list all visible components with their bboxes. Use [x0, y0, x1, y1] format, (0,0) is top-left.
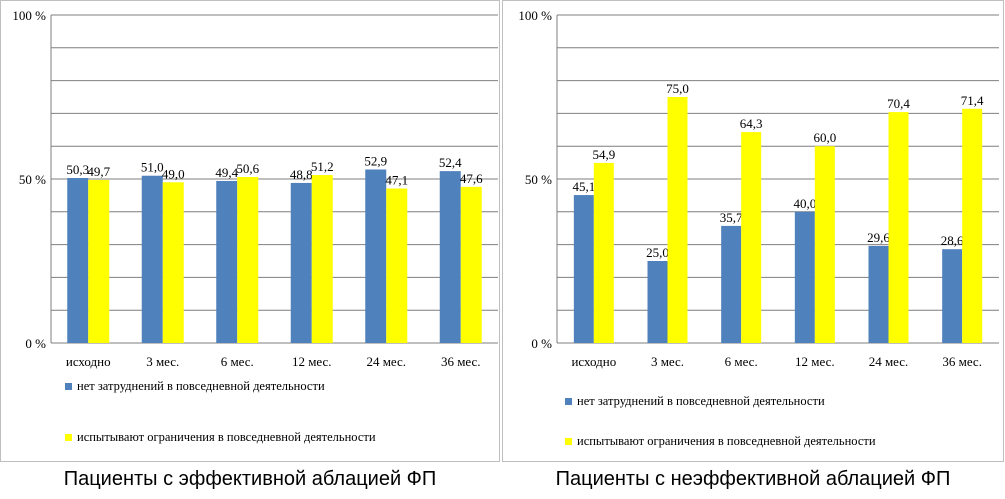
- x-tick-label: 36 мес.: [942, 354, 982, 369]
- x-tick-label: 36 мес.: [441, 354, 481, 369]
- data-label: 54,9: [592, 147, 615, 162]
- x-tick-label: 3 мес.: [651, 354, 684, 369]
- x-tick-label: 6 мес.: [221, 354, 254, 369]
- data-label: 51,0: [141, 160, 164, 175]
- data-label: 60,0: [813, 130, 836, 145]
- x-tick-label: 12 мес.: [292, 354, 332, 369]
- bar-no-difficulty: [721, 225, 742, 343]
- bar-limitations: [386, 188, 408, 343]
- data-label: 51,2: [311, 159, 334, 174]
- bar-limitations: [741, 132, 762, 343]
- bar-no-difficulty: [141, 175, 163, 343]
- data-label: 48,8: [290, 167, 313, 182]
- data-label: 47,1: [385, 173, 408, 188]
- bar-no-difficulty: [868, 245, 889, 343]
- legend-swatch-limitations: [65, 434, 72, 441]
- bar-limitations: [88, 179, 110, 343]
- y-tick-label: 0 %: [531, 336, 552, 351]
- legend-label: испытывают ограничения в повседневной де…: [577, 434, 876, 448]
- legend-label: нет затруднений в повседневной деятельно…: [577, 394, 825, 408]
- x-tick-label: исходно: [66, 354, 111, 369]
- data-label: 50,3: [66, 162, 89, 177]
- chart-title-effective: Пациенты с эффективной аблацией ФП: [63, 468, 437, 490]
- chart-panel-effective: 0 % 50 % 100 % 50,3 49,7 исходно 51,0 49,0 3 мес…: [0, 0, 500, 462]
- chart-panel-ineffective: 0 % 50 % 100 % 45,1 54,9 исходно 25,0 75,0 3 мес…: [502, 0, 1004, 462]
- bar-limitations: [162, 182, 184, 343]
- legend-swatch-no-difficulty: [65, 383, 72, 390]
- x-tick-label: 24 мес.: [869, 354, 909, 369]
- x-tick-label: 3 мес.: [146, 354, 179, 369]
- data-label: 47,6: [460, 171, 483, 186]
- y-tick-label: 0 %: [25, 336, 46, 351]
- y-tick-label: 50 %: [19, 172, 46, 187]
- chart-effective: 0 % 50 % 100 % 50,349,7 исходно 51,049,0 3 мес…: [12, 8, 498, 444]
- chart-ineffective: 0 % 50 % 100 % 45,1 54,9 исходно 25,0 75,0 3 мес…: [518, 8, 999, 448]
- x-tick-label: 12 мес.: [795, 354, 835, 369]
- data-label: 50,6: [236, 161, 259, 176]
- data-label: 70,4: [887, 96, 910, 111]
- x-tick-label: 24 мес.: [366, 354, 406, 369]
- x-tick-label: исходно: [571, 354, 616, 369]
- bar-limitations: [667, 97, 688, 343]
- bar-limitations: [593, 162, 614, 343]
- data-label: 49,0: [162, 166, 185, 181]
- bar-no-difficulty: [216, 180, 238, 343]
- data-label: 28,6: [941, 233, 964, 248]
- y-tick-label: 100 %: [518, 8, 552, 23]
- x-tick-label: 6 мес.: [725, 354, 758, 369]
- data-label: 49,7: [87, 164, 110, 179]
- bar-no-difficulty: [794, 211, 815, 343]
- legend-swatch-no-difficulty: [565, 398, 572, 405]
- bar-no-difficulty: [647, 261, 668, 343]
- y-tick-label: 50 %: [525, 172, 552, 187]
- chart-title-ineffective: Пациенты с неэффективной аблацией ФП: [555, 468, 951, 490]
- data-label: 75,0: [666, 81, 689, 96]
- bar-limitations: [888, 112, 909, 343]
- bar-no-difficulty: [290, 182, 312, 343]
- bar-limitations: [237, 177, 259, 343]
- data-label: 35,7: [720, 210, 743, 225]
- data-label: 40,0: [793, 196, 816, 211]
- data-label: 45,1: [572, 179, 595, 194]
- legend-label: испытывают ограничения в повседневной де…: [77, 430, 376, 444]
- data-label: 29,6: [867, 230, 890, 245]
- bar-no-difficulty: [573, 195, 594, 343]
- legend-swatch-limitations: [565, 438, 572, 445]
- bar-limitations: [460, 186, 482, 343]
- data-label: 25,0: [646, 245, 669, 260]
- bar-limitations: [962, 108, 983, 343]
- bar-no-difficulty: [942, 249, 963, 343]
- bar-limitations: [814, 146, 835, 343]
- data-label: 49,4: [215, 165, 238, 180]
- bar-no-difficulty: [365, 169, 387, 343]
- bar-no-difficulty: [439, 171, 461, 343]
- data-label: 71,4: [961, 93, 984, 108]
- legend-label: нет затруднений в повседневной деятельно…: [77, 379, 325, 393]
- data-label: 52,9: [364, 153, 387, 168]
- bar-no-difficulty: [67, 178, 89, 343]
- bar-limitations: [311, 175, 333, 343]
- y-tick-label: 100 %: [12, 8, 46, 23]
- data-label: 64,3: [740, 116, 763, 131]
- data-label: 52,4: [439, 155, 462, 170]
